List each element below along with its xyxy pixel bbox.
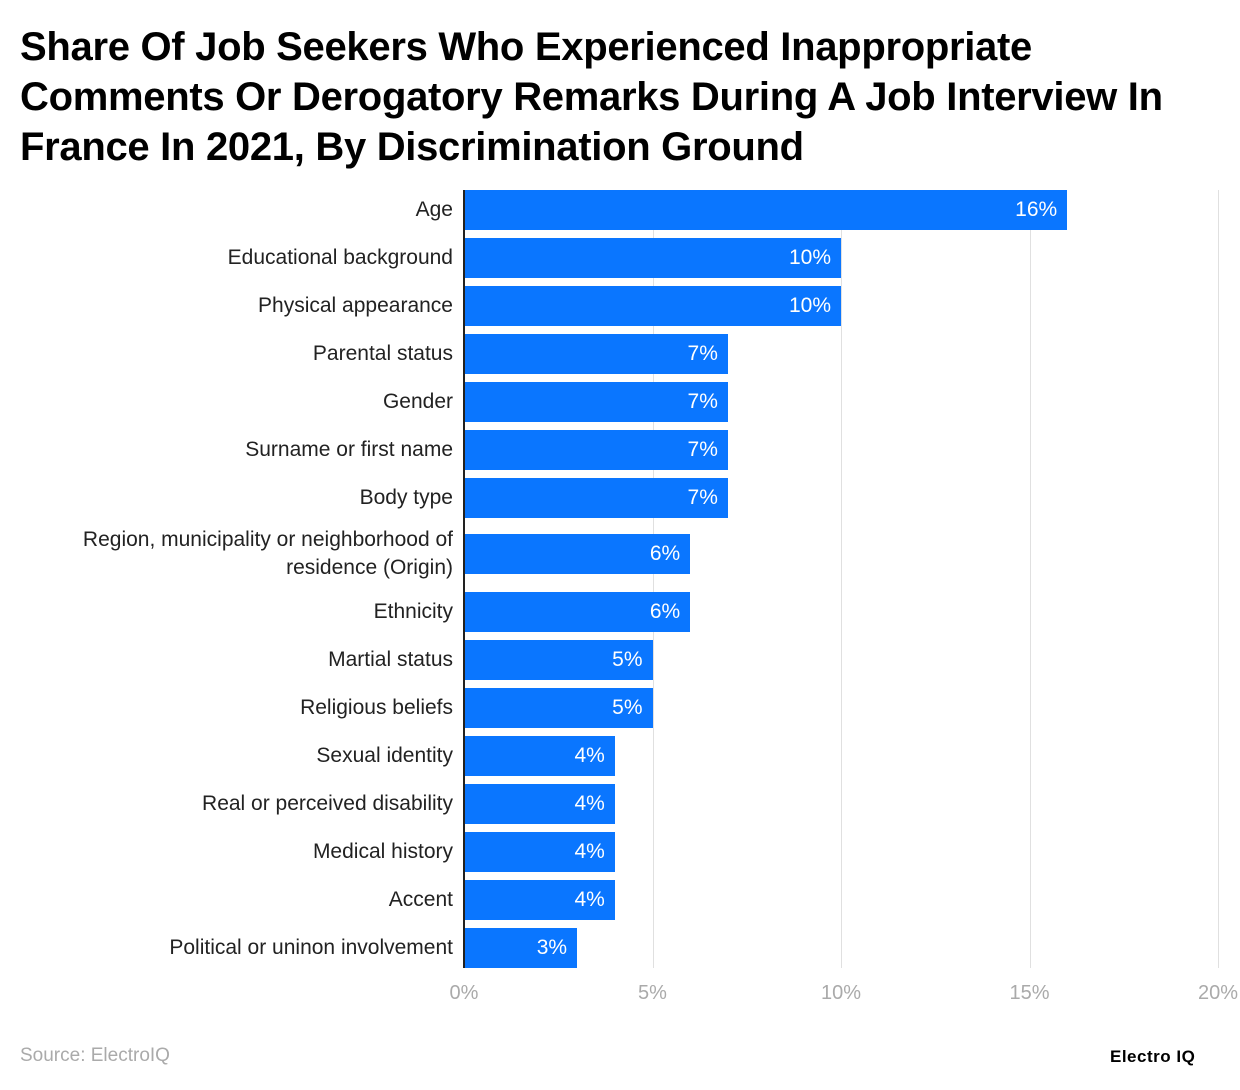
bar [464, 430, 728, 470]
gridline [652, 190, 654, 968]
x-tick-label: 0% [449, 982, 479, 1004]
gridline [1029, 190, 1031, 968]
bar-value-label: 5% [612, 696, 643, 719]
x-tick-label: 5% [638, 982, 667, 1004]
gridline [1218, 190, 1219, 968]
source-text: Source: ElectroIQ [20, 1045, 170, 1066]
category-label: Religious beliefs [300, 696, 453, 719]
category-label: Physical appearance [258, 294, 453, 317]
category-label: Age [415, 198, 453, 221]
bar-value-label: 7% [687, 390, 718, 413]
bar-value-label: 4% [574, 792, 605, 815]
bar [464, 640, 653, 680]
x-tick-label: 15% [1009, 982, 1050, 1004]
bar-value-label: 6% [649, 542, 681, 565]
bar-value-label: 10% [788, 246, 831, 269]
x-tick-label: 20% [1197, 982, 1239, 1004]
bar [464, 736, 615, 776]
category-label: Real or perceived disability [202, 792, 453, 815]
gridline [841, 190, 842, 968]
bar [464, 478, 728, 518]
bar [464, 534, 691, 574]
bar [464, 928, 578, 968]
bar-value-label: 7% [687, 486, 718, 509]
bar [464, 286, 841, 326]
category-label: Medical history [312, 840, 453, 863]
bar [464, 334, 728, 374]
bar-value-label: 5% [612, 648, 643, 671]
bar [464, 880, 615, 920]
chart-title: Share Of Job Seekers Who Experienced Ina… [20, 25, 1163, 169]
bar [464, 238, 841, 278]
bar-value-label: 10% [788, 294, 831, 317]
category-label: Body type [359, 486, 453, 509]
category-label: Region, municipality or neighborhood of … [82, 528, 453, 579]
category-label: Parental status [312, 342, 453, 365]
y-axis-line [463, 190, 465, 968]
bar-value-label: 16% [1015, 198, 1058, 221]
bar-value-label: 6% [649, 600, 681, 623]
category-label: Ethnicity [373, 600, 453, 623]
bar-value-label: 3% [536, 936, 568, 959]
bar [464, 688, 653, 728]
bar [464, 832, 615, 872]
category-label: Political or uninon involvement [169, 936, 453, 959]
bar-value-label: 4% [574, 888, 605, 911]
electroiq-logo: Electro IQ [1110, 1047, 1196, 1066]
bar-value-label: 7% [687, 342, 718, 365]
bar [464, 592, 691, 632]
category-label: Surname or first name [245, 438, 453, 461]
category-label: Sexual identity [316, 744, 453, 767]
bar-value-label: 4% [574, 840, 605, 863]
category-label: Educational background [227, 246, 453, 269]
category-label: Gender [382, 390, 453, 413]
category-label: Martial status [328, 648, 453, 671]
category-label: Accent [388, 888, 453, 911]
bar-value-label: 7% [687, 438, 718, 461]
bar-value-label: 4% [574, 744, 605, 767]
bar [464, 382, 728, 422]
bar [464, 784, 615, 824]
bar [464, 190, 1068, 230]
x-tick-label: 10% [820, 982, 862, 1004]
